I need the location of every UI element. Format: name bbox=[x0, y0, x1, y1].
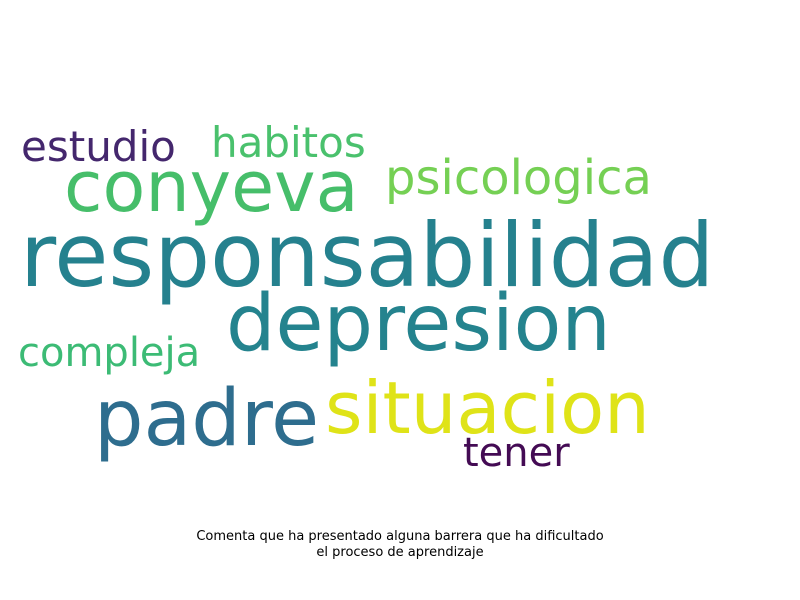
word-habitos: habitos bbox=[211, 118, 366, 167]
word-estudio: estudio bbox=[21, 122, 176, 171]
caption-line-2: el proceso de aprendizaje bbox=[316, 545, 484, 560]
word-padre: padre bbox=[94, 374, 320, 464]
word-compleja: compleja bbox=[18, 330, 201, 376]
word-tener: tener bbox=[463, 430, 570, 476]
word-cloud: responsabilidad depresion padre situacio… bbox=[18, 118, 715, 476]
figure-caption: Comenta que ha presentado alguna barrera… bbox=[0, 529, 800, 561]
word-situacion: situacion bbox=[325, 366, 650, 450]
word-conyeva: conyeva bbox=[64, 146, 359, 228]
word-psicologica: psicologica bbox=[385, 150, 652, 206]
word-depresion: depresion bbox=[226, 279, 611, 369]
caption-line-1: Comenta que ha presentado alguna barrera… bbox=[196, 529, 604, 544]
word-responsabilidad: responsabilidad bbox=[20, 204, 715, 307]
